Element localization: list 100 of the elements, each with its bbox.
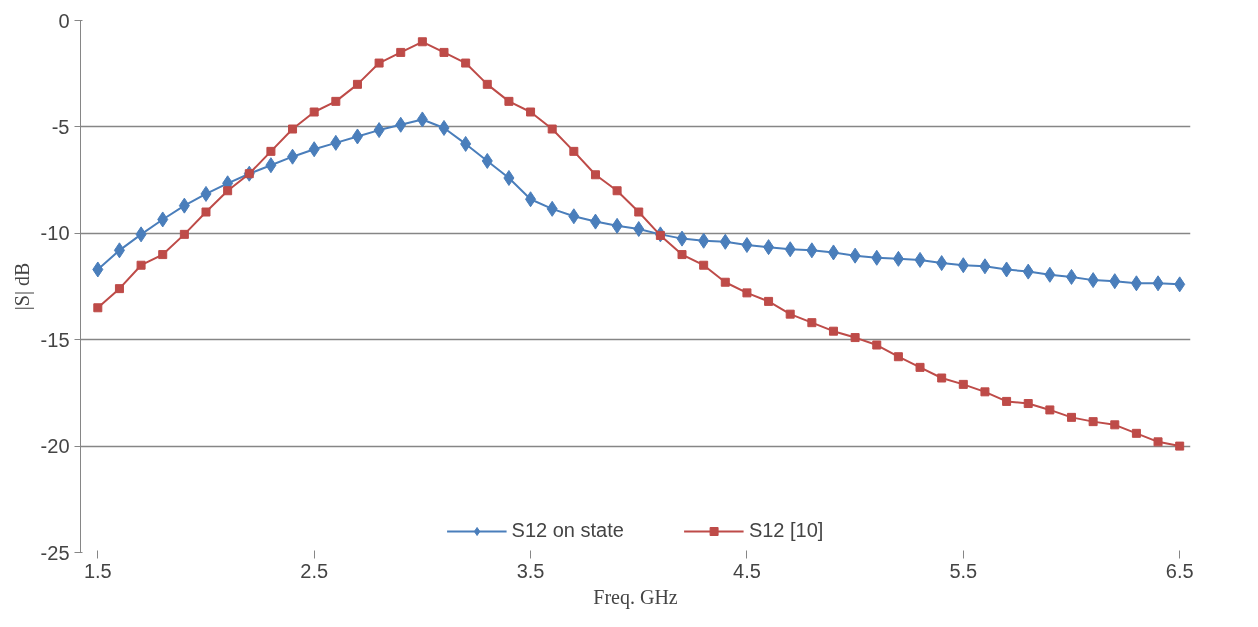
point xyxy=(265,157,277,174)
point xyxy=(1088,417,1098,427)
point xyxy=(914,251,926,268)
y-tick-label: 0 xyxy=(58,9,70,32)
point xyxy=(93,303,103,313)
point xyxy=(871,249,883,266)
point xyxy=(266,146,276,156)
point xyxy=(806,242,818,259)
y-tick-label: -20 xyxy=(40,435,70,458)
point xyxy=(763,239,775,256)
point xyxy=(374,58,384,68)
y-tick-label: -5 xyxy=(51,115,70,138)
point xyxy=(849,247,861,264)
point xyxy=(179,229,189,239)
point xyxy=(936,255,948,272)
point xyxy=(742,288,752,298)
point xyxy=(698,232,710,249)
point xyxy=(158,250,168,260)
point xyxy=(416,111,428,128)
point xyxy=(460,135,472,152)
point xyxy=(482,79,492,89)
point xyxy=(136,260,146,270)
point xyxy=(612,186,622,196)
x-tick-label: 1.5 xyxy=(83,559,112,582)
point xyxy=(396,47,406,57)
point xyxy=(1045,405,1055,415)
point xyxy=(1131,428,1141,438)
point xyxy=(957,257,969,274)
point xyxy=(352,79,362,89)
point xyxy=(719,233,731,250)
point xyxy=(330,134,342,151)
point xyxy=(611,217,623,234)
point xyxy=(135,226,147,243)
point xyxy=(1002,396,1012,406)
point xyxy=(569,146,579,156)
point xyxy=(937,373,947,383)
point xyxy=(461,58,471,68)
point xyxy=(590,170,600,180)
x-tick-label: 2.5 xyxy=(300,559,329,582)
point xyxy=(828,326,838,336)
point xyxy=(157,211,169,228)
point xyxy=(634,207,644,217)
legend-label: S12 on state xyxy=(511,519,624,542)
point xyxy=(633,221,645,238)
x-tick-label: 4.5 xyxy=(733,559,761,582)
point xyxy=(1023,399,1033,409)
point xyxy=(1174,276,1186,293)
point xyxy=(568,208,580,225)
point xyxy=(1022,263,1034,280)
point xyxy=(892,250,904,267)
point xyxy=(980,387,990,397)
x-axis-title: Freq. GHz xyxy=(593,585,678,609)
point xyxy=(1109,273,1121,290)
point xyxy=(1044,266,1056,283)
x-tick-label: 6.5 xyxy=(1165,559,1194,582)
y-tick-label: -15 xyxy=(40,328,70,351)
point xyxy=(764,296,774,306)
point xyxy=(979,258,991,275)
point xyxy=(1152,275,1164,292)
point xyxy=(784,241,796,258)
point xyxy=(525,191,537,208)
point xyxy=(546,200,558,217)
point xyxy=(178,197,190,214)
point xyxy=(1130,275,1142,292)
point xyxy=(1110,420,1120,430)
point xyxy=(699,260,709,270)
x-tick-label: 5.5 xyxy=(949,559,978,582)
point xyxy=(201,207,211,217)
x-tick-label: 3.5 xyxy=(516,559,545,582)
point xyxy=(1153,437,1163,447)
point xyxy=(373,122,385,139)
point xyxy=(785,309,795,319)
y-axis-title: |S| dB xyxy=(10,262,34,311)
point xyxy=(1175,441,1185,451)
point xyxy=(1001,261,1013,278)
point xyxy=(526,107,536,117)
point xyxy=(114,284,124,294)
point xyxy=(915,362,925,372)
point xyxy=(395,116,407,133)
point xyxy=(827,244,839,261)
point xyxy=(872,340,882,350)
point xyxy=(958,379,968,389)
point xyxy=(1066,412,1076,422)
point xyxy=(504,96,514,106)
point xyxy=(677,250,687,260)
legend-label: S12 [10] xyxy=(748,519,824,542)
point xyxy=(200,185,212,202)
point xyxy=(1065,268,1077,285)
point xyxy=(223,186,233,196)
point xyxy=(438,119,450,136)
point xyxy=(351,128,363,145)
point xyxy=(720,277,730,287)
y-tick-label: -10 xyxy=(40,222,70,245)
point xyxy=(850,333,860,343)
point xyxy=(481,152,493,169)
point xyxy=(893,352,903,362)
point xyxy=(439,47,449,57)
point xyxy=(113,242,125,259)
point xyxy=(1087,272,1099,289)
point xyxy=(503,169,515,186)
